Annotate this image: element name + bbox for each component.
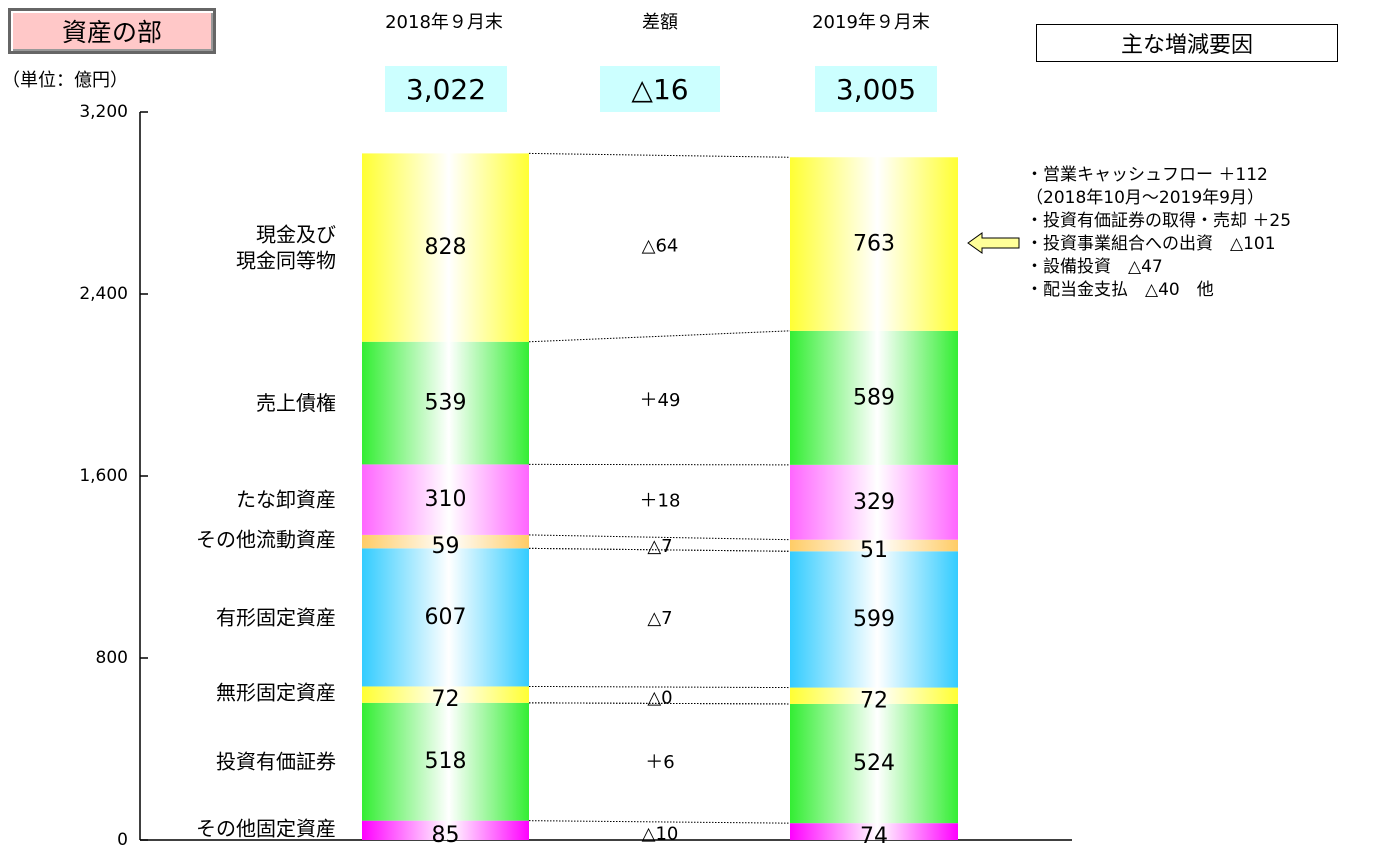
bar-segment-2019 [790,687,958,704]
category-label: 現金同等物 [236,249,336,273]
bar-segment-2018 [362,820,529,840]
value-label-2018: 85 [432,823,460,847]
bar-segment-2019 [790,157,958,331]
factors-title: 主な増減要因 [1036,24,1338,62]
y-tick-label: 3,200 [79,102,128,122]
category-label: その他流動資産 [196,528,336,552]
y-tick-label: 800 [96,648,128,668]
header-2018: 2018年９月末 [385,12,503,33]
y-tick-label: 2,400 [79,284,128,304]
factor-item: ・投資有価証券の取得・売却 ＋25 [1026,211,1292,231]
bar-segment-2019 [790,330,958,465]
category-label: 無形固定資産 [216,681,336,705]
diff-label: △0 [647,688,672,709]
value-label-2019: 72 [860,688,888,713]
factor-item: ・営業キャッシュフロー ＋112 [1026,165,1268,185]
value-label-2018: 607 [425,605,467,630]
y-tick-label: 0 [117,830,128,847]
category-label: 投資有価証券 [216,750,336,774]
diff-label: ＋18 [640,490,681,511]
bar-segment-2018 [362,534,529,549]
factors-list: ・営業キャッシュフロー ＋112 （2018年10月～2019年9月） ・投資有… [1026,164,1291,302]
bar-segment-2018 [362,702,529,821]
diff-label: △7 [647,536,672,557]
bar-segment-2019 [790,539,958,552]
factor-item: ・設備投資 △47 [1026,257,1163,277]
bar-segment-2018 [362,686,529,703]
diff-label: △10 [642,823,679,844]
bar-segment-2019 [790,823,958,840]
section-title: 資産の部 [8,8,216,54]
diff-label: △7 [647,608,672,629]
connector-line [528,152,791,158]
category-label: たな卸資産 [236,488,336,512]
total-diff: △16 [600,66,720,112]
factor-item: （2018年10月～2019年9月） [1026,188,1264,208]
header-diff: 差額 [642,12,678,33]
unit-label: （単位：億円） [2,70,128,91]
value-label-2019: 51 [860,538,888,563]
total-2018: 3,022 [385,66,507,112]
connector-line [528,330,791,343]
bar-segment-2018 [362,341,529,465]
diff-label: ＋6 [645,752,674,773]
value-label-2018: 72 [432,687,460,712]
bar-segment-2018 [362,464,529,535]
diff-label: △64 [642,235,679,256]
category-label: 現金及び [256,223,336,247]
bar-segment-2018 [362,153,529,342]
value-label-2018: 59 [432,534,460,559]
bar-segment-2018 [362,548,529,687]
bar-segment-2019 [790,464,958,540]
value-label-2018: 539 [425,391,467,416]
value-label-2019: 329 [853,490,895,515]
value-label-2019: 589 [853,385,895,410]
factor-item: ・配当金支払 △40 他 [1026,280,1214,300]
value-label-2018: 828 [425,235,467,260]
header-2019: 2019年９月末 [812,12,930,33]
category-label: 売上債権 [256,391,336,415]
category-label: 有形固定資産 [216,605,336,629]
factor-item: ・投資事業組合への出資 △101 [1026,234,1276,254]
value-label-2019: 763 [853,232,895,257]
bar-segment-2019 [790,551,958,688]
value-label-2019: 74 [860,824,888,847]
value-label-2018: 518 [425,749,467,774]
bar-segment-2019 [790,703,958,824]
category-label: その他固定資産 [196,816,336,840]
left-arrow-icon [967,232,1020,254]
value-label-2018: 310 [425,487,467,512]
diff-label: ＋49 [640,390,681,411]
total-2019: 3,005 [815,66,937,112]
value-label-2019: 524 [853,751,895,776]
value-label-2019: 599 [853,607,895,632]
y-tick-label: 1,600 [79,466,128,486]
